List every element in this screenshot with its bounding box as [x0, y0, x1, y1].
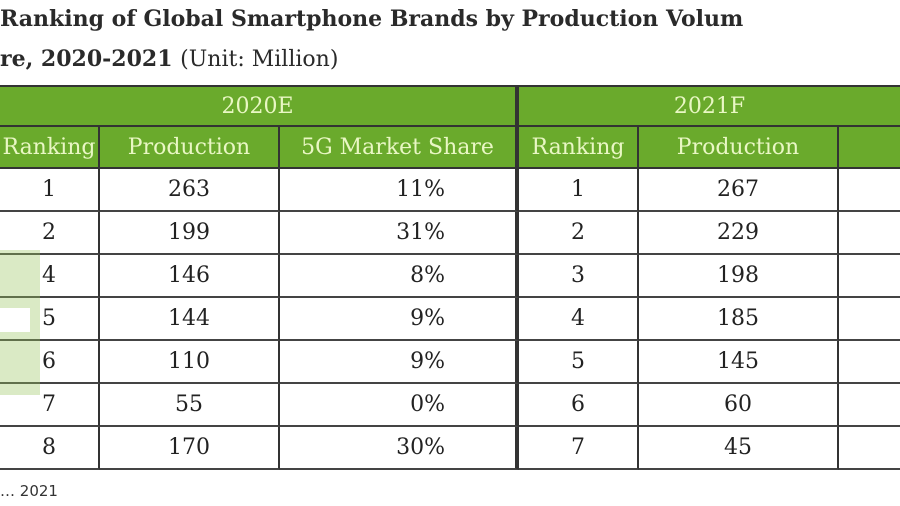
table-row: 2 199 31% 2 229 — [0, 212, 900, 255]
cell-next-column — [839, 298, 900, 341]
cell-production-2021: 185 — [639, 298, 839, 341]
table-row: 1 263 11% 1 267 — [0, 169, 900, 212]
subtitle-years: re, 2020-2021 — [0, 46, 173, 72]
col-header-ranking-2021: Ranking — [519, 127, 639, 169]
cell-production-2021: 198 — [639, 255, 839, 298]
cell-rank-2021: 7 — [519, 427, 639, 470]
cell-rank-2020: 1 — [0, 169, 100, 212]
table-row: 8 170 30% 7 45 — [0, 427, 900, 470]
table-title: Ranking of Global Smartphone Brands by P… — [0, 6, 744, 32]
source-footer: … 2021 — [0, 482, 58, 500]
cell-production-2020: 55 — [100, 384, 280, 427]
table-row: 7 55 0% 6 60 — [0, 384, 900, 427]
cell-production-2020: 144 — [100, 298, 280, 341]
cell-production-2020: 146 — [100, 255, 280, 298]
cell-next-column — [839, 169, 900, 212]
cell-5g-share-2020: 9% — [280, 341, 519, 384]
cell-production-2021: 60 — [639, 384, 839, 427]
cell-production-2021: 45 — [639, 427, 839, 470]
cell-next-column — [839, 384, 900, 427]
col-header-ranking-2020: Ranking — [0, 127, 100, 169]
cell-rank-2020: 6 — [0, 341, 100, 384]
cell-production-2020: 110 — [100, 341, 280, 384]
cell-5g-share-2020: 31% — [280, 212, 519, 255]
cell-rank-2021: 5 — [519, 341, 639, 384]
trendforce-logo-watermark — [0, 250, 40, 395]
cell-rank-2020: 7 — [0, 384, 100, 427]
cell-rank-2020: 8 — [0, 427, 100, 470]
cell-production-2020: 170 — [100, 427, 280, 470]
cell-production-2020: 199 — [100, 212, 280, 255]
cell-rank-2021: 1 — [519, 169, 639, 212]
cell-next-column — [839, 255, 900, 298]
cell-5g-share-2020: 30% — [280, 427, 519, 470]
subtitle-unit: (Unit: Million) — [180, 47, 339, 72]
cell-next-column — [839, 427, 900, 470]
table-row: 4 146 8% 3 198 — [0, 255, 900, 298]
cell-production-2020: 263 — [100, 169, 280, 212]
col-header-production-2020: Production — [100, 127, 280, 169]
column-header-row: Ranking Production 5G Market Share Ranki… — [0, 127, 900, 169]
cell-5g-share-2020: 0% — [280, 384, 519, 427]
cell-next-column — [839, 212, 900, 255]
cell-rank-2021: 6 — [519, 384, 639, 427]
cell-production-2021: 145 — [639, 341, 839, 384]
cell-rank-2020: 2 — [0, 212, 100, 255]
cell-rank-2021: 4 — [519, 298, 639, 341]
cell-rank-2020: 4 — [0, 255, 100, 298]
col-header-5g-share-2020: 5G Market Share — [280, 127, 519, 169]
group-header-2020: 2020E — [0, 85, 519, 127]
cell-rank-2021: 2 — [519, 212, 639, 255]
group-header-2021: 2021F — [519, 85, 900, 127]
cell-5g-share-2020: 8% — [280, 255, 519, 298]
cell-production-2021: 267 — [639, 169, 839, 212]
footer-year: 2021 — [19, 482, 58, 500]
cell-rank-2020: 5 — [0, 298, 100, 341]
cell-next-column — [839, 341, 900, 384]
col-header-next — [839, 127, 900, 169]
cell-5g-share-2020: 11% — [280, 169, 519, 212]
ranking-table: 2020E 2021F Ranking Production 5G Market… — [0, 85, 900, 475]
cell-production-2021: 229 — [639, 212, 839, 255]
table-row: 6 110 9% 5 145 — [0, 341, 900, 384]
cell-rank-2021: 3 — [519, 255, 639, 298]
col-header-production-2021: Production — [639, 127, 839, 169]
table-subtitle: re, 2020-2021 (Unit: Million) — [0, 46, 338, 72]
table-row: 5 144 9% 4 185 — [0, 298, 900, 341]
cell-5g-share-2020: 9% — [280, 298, 519, 341]
